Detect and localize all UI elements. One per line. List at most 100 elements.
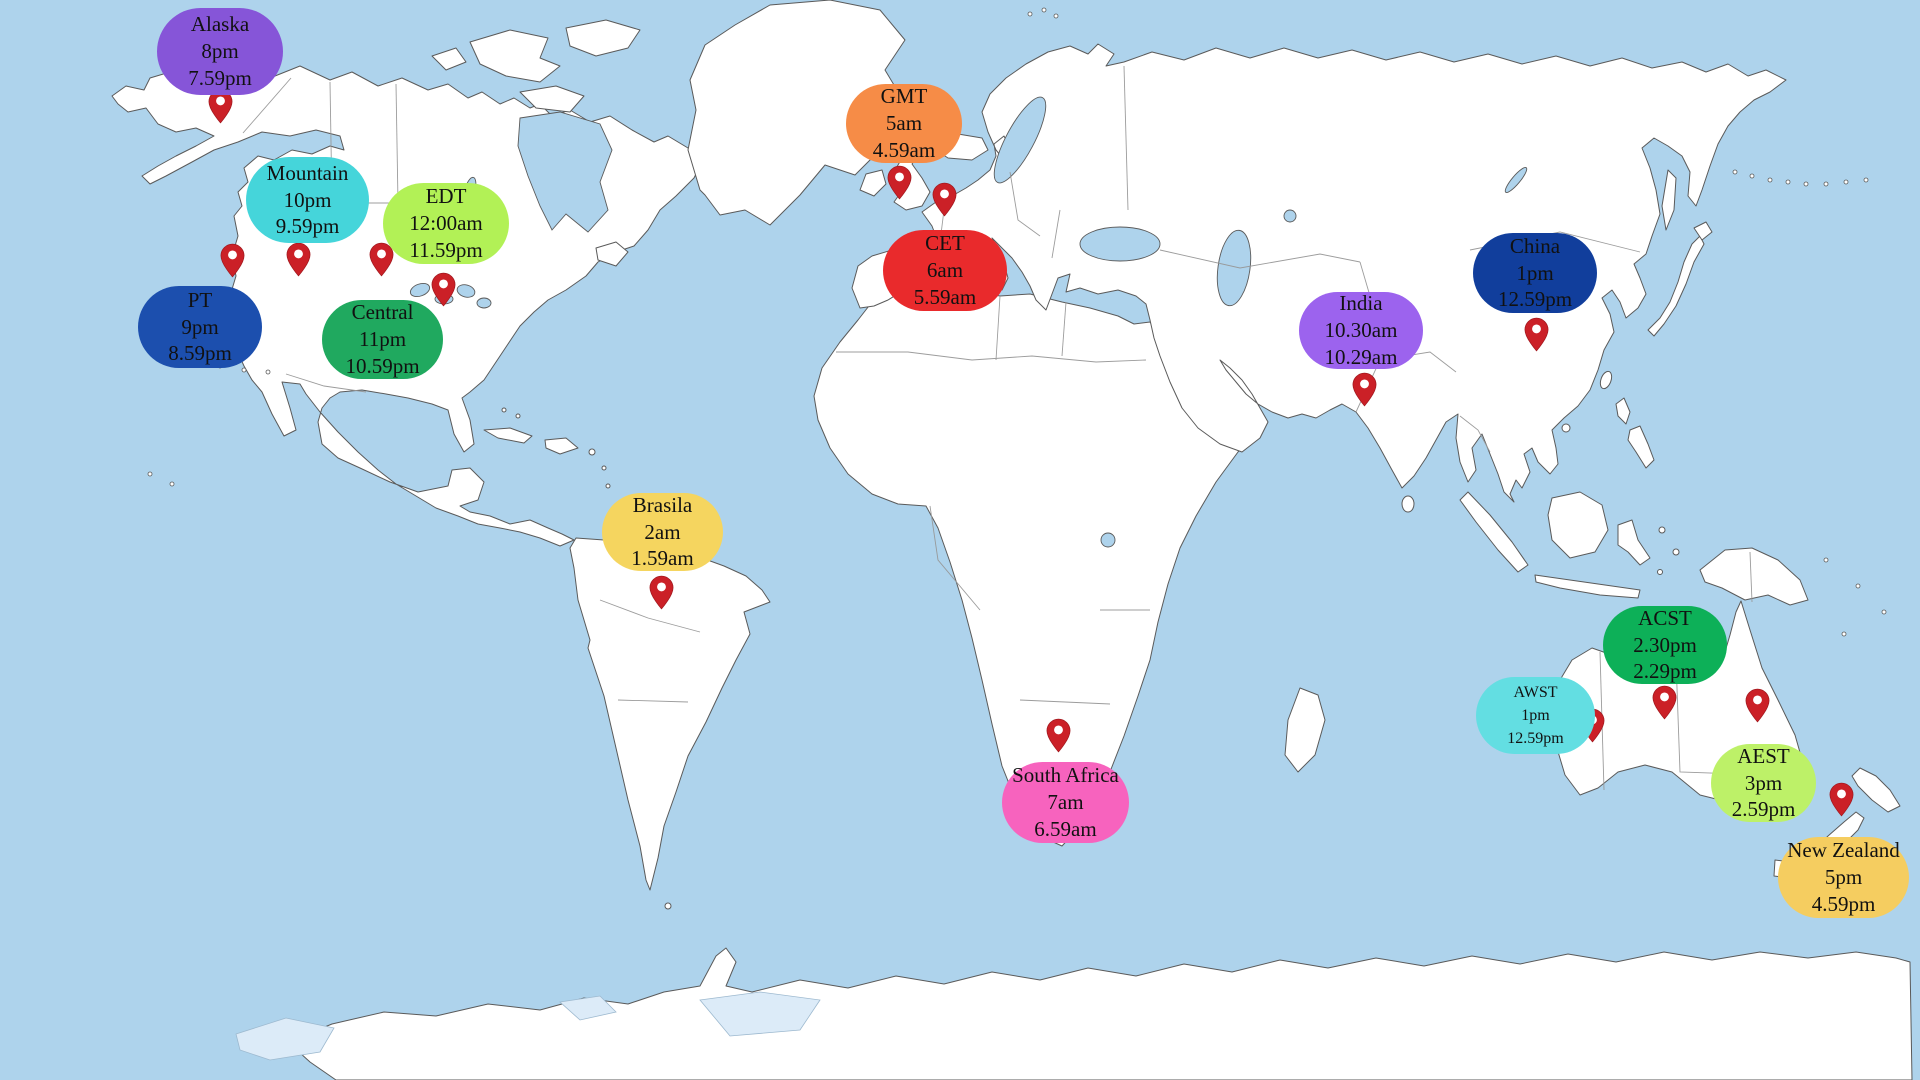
timezone-current-time: 12:00am: [409, 211, 483, 236]
timezone-name: India: [1339, 291, 1383, 316]
location-pin-icon: [932, 182, 956, 217]
timezone-end-time: 2.59pm: [1731, 797, 1796, 822]
timezone-current-time: 3pm: [1744, 770, 1783, 795]
timezone-bubble-edt: EDT 12:00am 11.59pm: [383, 183, 509, 264]
caspian-sea: [1216, 229, 1252, 307]
timezone-bubble-cet: CET 6am 5.59am: [883, 230, 1007, 311]
timezone-bubble-gmt: GMT 5am 4.59am: [846, 84, 962, 163]
location-pin-new-zealand: [1829, 782, 1854, 822]
landmass-arctic-islands: [469, 29, 561, 83]
timezone-current-time: 1pm: [1521, 706, 1550, 724]
timezone-name: AWST: [1513, 683, 1558, 701]
location-pin-icon: [1745, 688, 1769, 723]
timezone-end-time: 12.59pm: [1507, 730, 1564, 748]
timezone-current-time: 7am: [1047, 790, 1084, 815]
landmass-sulawesi: [1617, 519, 1651, 566]
lake-victoria: [1100, 532, 1116, 548]
location-pin-edt: [369, 242, 394, 282]
timezone-end-time: 10.59pm: [345, 353, 420, 378]
timezone-bubble-acst: ACST 2.30pm 2.29pm: [1603, 606, 1727, 684]
timezone-end-time: 8.59pm: [168, 341, 232, 366]
timezone-name: Alaska: [190, 12, 250, 37]
timezone-bubble-india: India 10.30am 10.29am: [1299, 291, 1423, 369]
timezone-end-time: 12.59pm: [1497, 287, 1573, 312]
timezone-name: ACST: [1638, 605, 1692, 630]
location-pin-china: [1524, 317, 1549, 357]
landmass-java: [1534, 574, 1641, 599]
landmass-antarctica: [287, 947, 1913, 1080]
landmass-philippines: [1615, 397, 1631, 425]
timezone-bubble-awst: AWST 1pm 12.59pm: [1476, 677, 1595, 754]
ice-shelf: [235, 1017, 335, 1061]
location-pin-icon: [1829, 782, 1853, 817]
timezone-current-time: 2.30pm: [1633, 632, 1697, 657]
location-pin-aest: [1745, 688, 1770, 728]
timezone-current-time: 2am: [644, 519, 681, 544]
great-lakes: [409, 282, 431, 298]
timezone-name: GMT: [880, 84, 928, 109]
timezone-end-time: 4.59pm: [1811, 891, 1876, 916]
location-pin-gmt: [887, 165, 912, 205]
timezone-end-time: 4.59am: [872, 137, 936, 162]
location-pin-icon: [1524, 317, 1548, 352]
landmass-madagascar: [1284, 687, 1326, 773]
location-pin-icon: [208, 89, 232, 124]
timezone-current-time: 6am: [926, 258, 964, 283]
timezone-name: AEST: [1737, 743, 1790, 768]
location-pin-alaska: [208, 89, 233, 129]
timezone-bubble-brasila: Brasila 2am 1.59am: [602, 493, 723, 571]
black-sea: [1079, 226, 1161, 262]
location-pin-icon: [887, 165, 911, 200]
timezone-name: CET: [925, 231, 965, 256]
landmass-borneo: [1547, 491, 1609, 559]
timezone-bubble-central: Central 11pm 10.59pm: [322, 300, 443, 379]
location-pin-pt: [220, 243, 245, 283]
timezone-bubble-aest: AEST 3pm 2.59pm: [1711, 744, 1816, 822]
timezone-bubble-south-africa: South Africa 7am 6.59am: [1002, 762, 1129, 843]
landmass-eurasia: [851, 43, 1787, 503]
hudson-bay: [517, 111, 613, 233]
timezone-end-time: 5.59am: [913, 284, 977, 309]
landmass-africa: [813, 289, 1257, 847]
timezone-current-time: 11pm: [358, 327, 407, 352]
timezone-name: Central: [351, 300, 414, 325]
location-pin-central: [431, 272, 456, 312]
landmass-sumatra: [1459, 491, 1529, 573]
timezone-end-time: 9.59pm: [275, 214, 340, 239]
landmass-greenland: [687, 0, 906, 226]
timezone-name: China: [1509, 233, 1561, 258]
landmass-new-guinea: [1699, 547, 1809, 606]
location-pin-acst: [1652, 685, 1677, 725]
location-pin-icon: [369, 242, 393, 277]
location-pin-mountain: [286, 242, 311, 282]
location-pin-cet: [932, 182, 957, 222]
timezone-bubble-alaska: Alaska 8pm 7.59pm: [157, 8, 283, 95]
timezone-current-time: 1pm: [1516, 260, 1554, 285]
timezone-bubble-china: China 1pm 12.59pm: [1473, 233, 1597, 313]
location-pin-icon: [1046, 718, 1070, 753]
timezone-current-time: 5am: [885, 111, 923, 136]
timezone-bubble-mountain: Mountain 10pm 9.59pm: [246, 157, 369, 243]
timezone-bubble-new-zealand: New Zealand 5pm 4.59pm: [1778, 837, 1909, 918]
location-pin-icon: [649, 575, 673, 610]
timezone-name: Brasila: [632, 492, 693, 517]
timezone-current-time: 10.30am: [1324, 318, 1398, 343]
timezone-end-time: 1.59am: [631, 546, 694, 571]
timezone-current-time: 5pm: [1824, 865, 1863, 890]
timezone-name: Mountain: [266, 160, 349, 185]
baltic-sea: [993, 96, 1047, 184]
timezone-current-time: 9pm: [181, 314, 219, 339]
timezone-end-time: 11.59pm: [409, 237, 483, 262]
location-pin-icon: [431, 272, 455, 307]
timezone-name: EDT: [425, 184, 467, 209]
timezone-end-time: 7.59pm: [188, 65, 252, 90]
timezone-name: PT: [187, 287, 213, 312]
landmass-new-zealand-north: [1851, 767, 1901, 813]
timezone-current-time: 8pm: [201, 39, 239, 64]
landmass-cuba: [483, 427, 533, 444]
landmass-ireland: [859, 169, 887, 197]
location-pin-icon: [1352, 372, 1376, 407]
location-pin-south-africa: [1046, 718, 1071, 758]
